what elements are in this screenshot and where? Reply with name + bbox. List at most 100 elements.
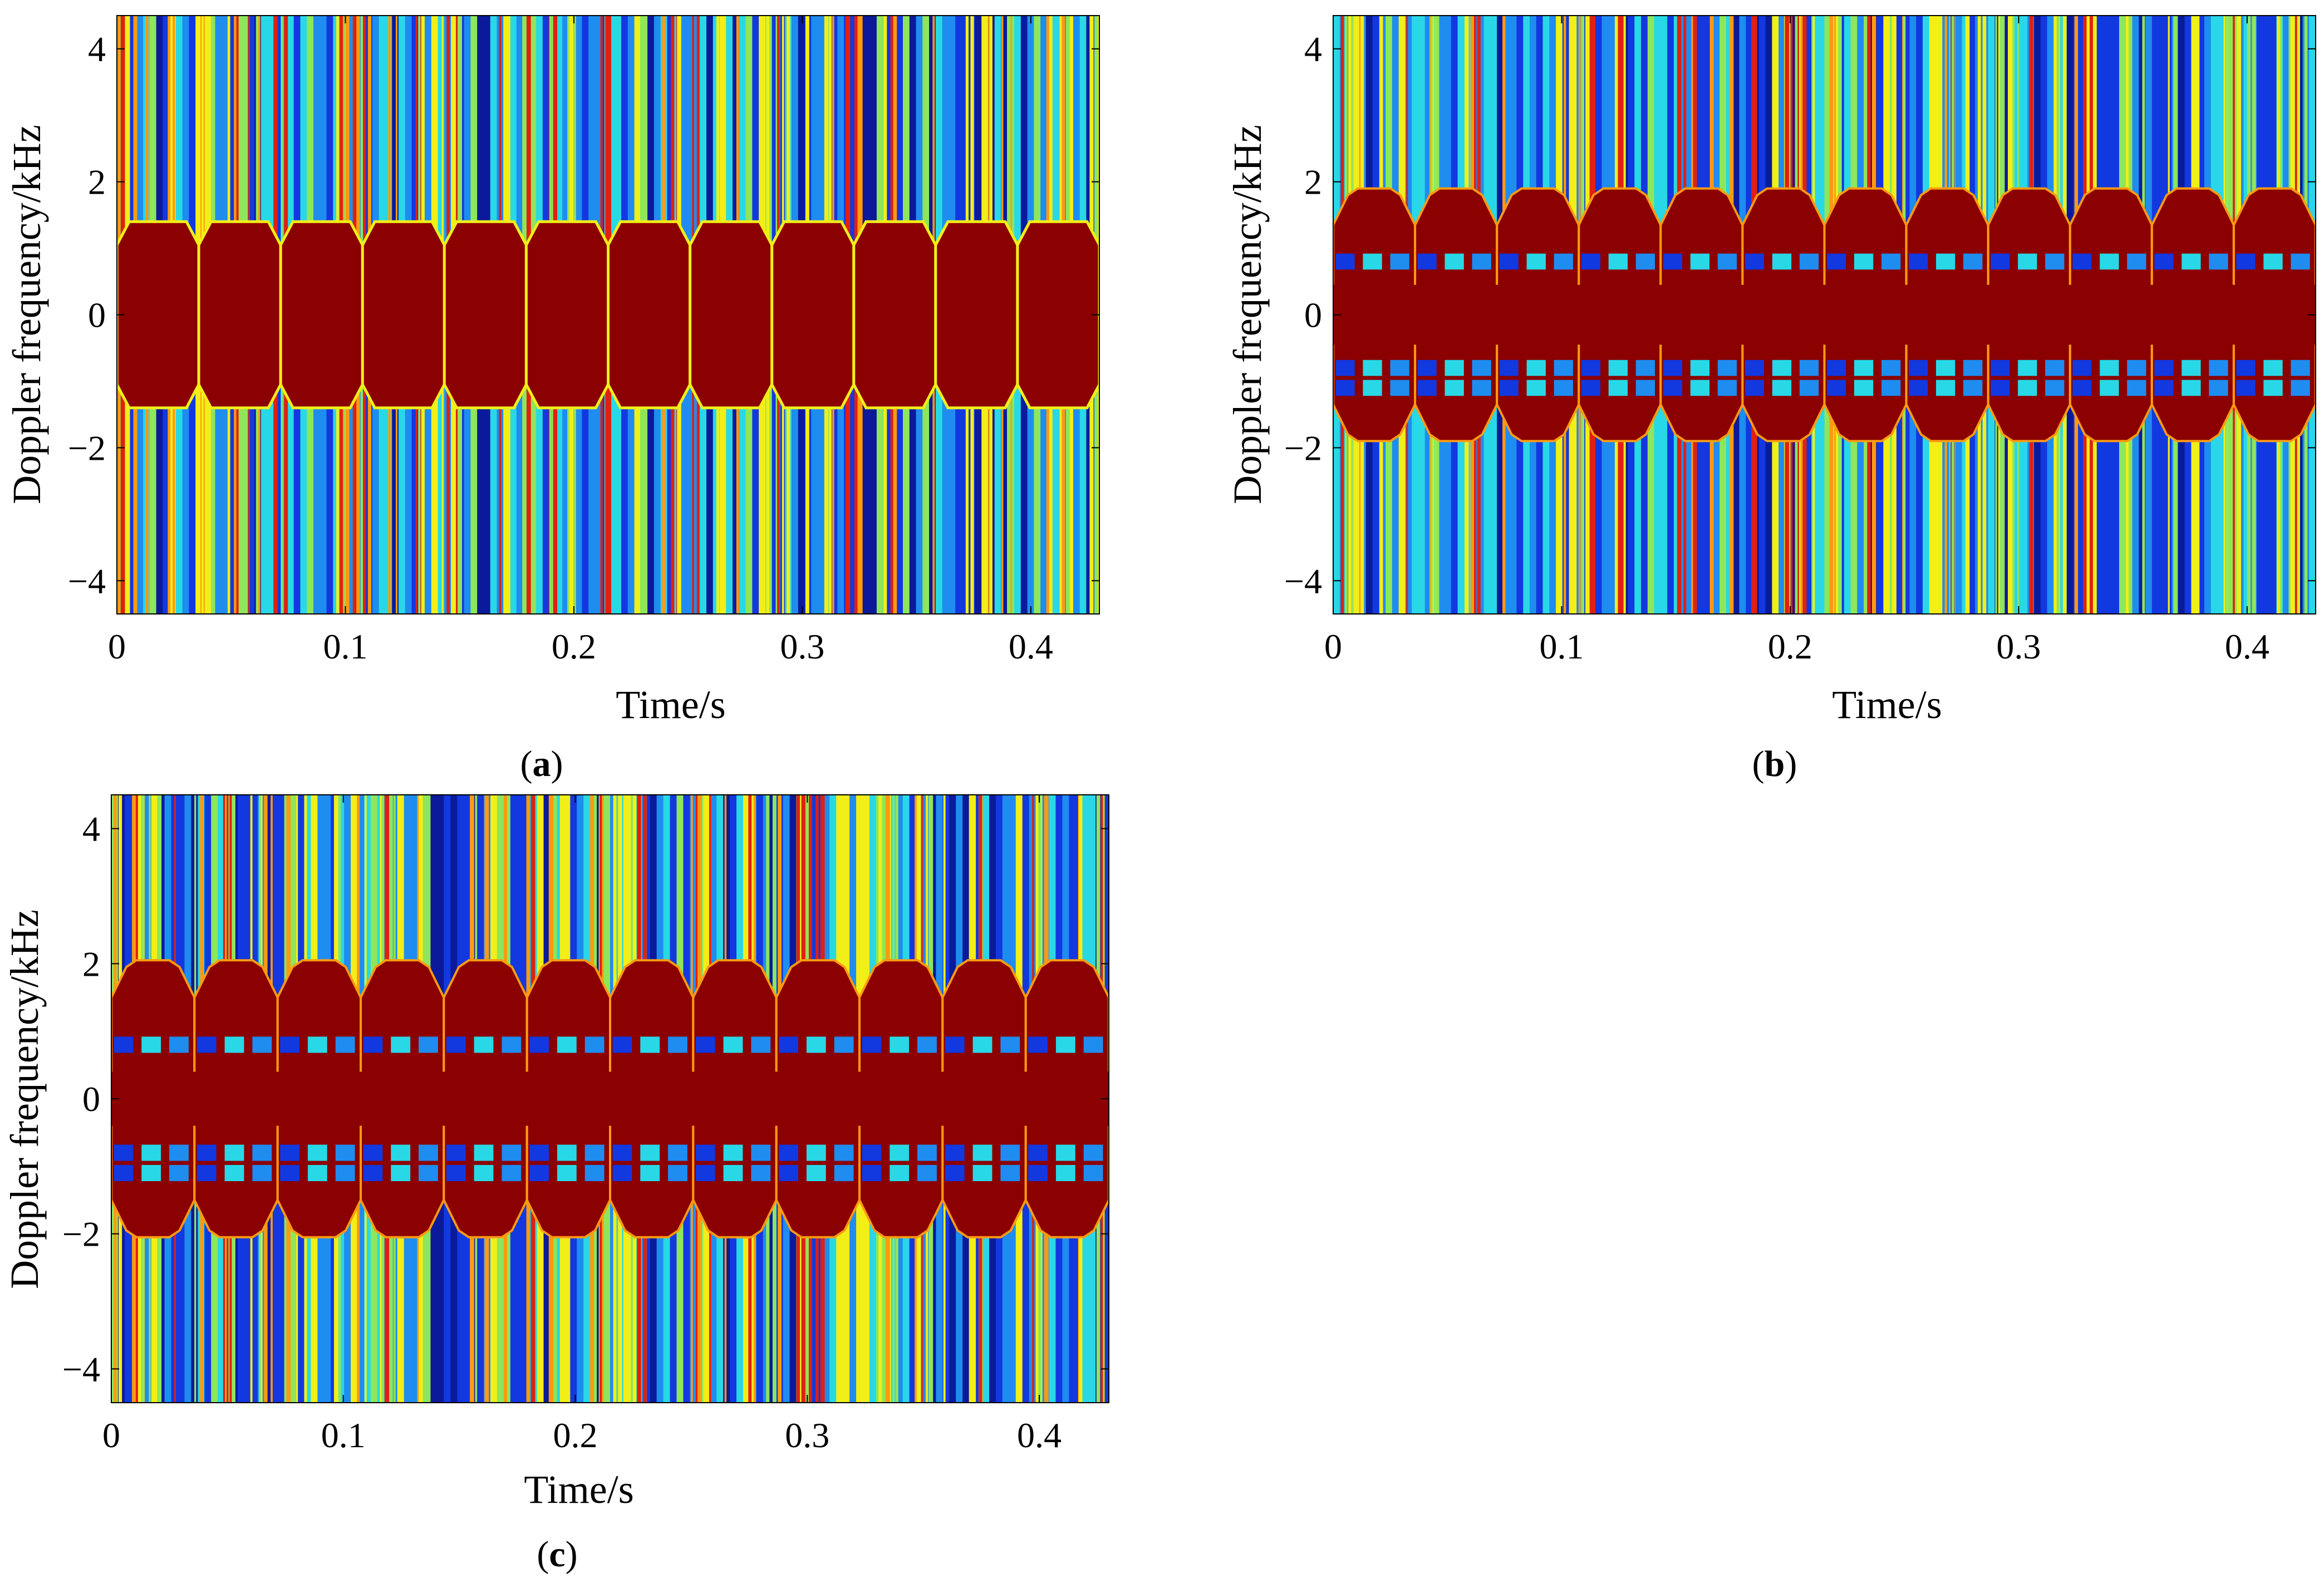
inner-band-cell	[1499, 380, 1519, 396]
inner-band-cell	[1854, 380, 1874, 396]
inner-band-cell	[584, 1144, 605, 1161]
inner-band-cell	[779, 1144, 798, 1161]
inner-band-cell	[224, 1144, 244, 1161]
inner-band-cell	[584, 1036, 605, 1053]
inner-band-cell	[1991, 380, 2010, 396]
inner-band-cell	[141, 1144, 161, 1161]
inner-band-cell	[252, 1164, 272, 1182]
inner-band-cell	[1335, 360, 1355, 376]
inner-band-cell	[806, 1144, 826, 1161]
x-tick-label: 0	[1324, 627, 1342, 666]
x-tick-label: 0.4	[1017, 1415, 1062, 1455]
outer-band-lobe	[524, 220, 610, 410]
inner-band-cell	[862, 1144, 882, 1161]
inner-band-cell	[1581, 360, 1600, 376]
inner-band-cell	[1390, 253, 1409, 270]
inner-band-cell	[1936, 253, 1955, 270]
inner-band-cell	[695, 1164, 715, 1182]
inner-band-cell	[1335, 253, 1355, 270]
inner-band-cell	[1772, 360, 1792, 376]
inner-band-cell	[1635, 360, 1655, 376]
inner-band-cell	[419, 1164, 438, 1182]
inner-band-cell	[1635, 380, 1655, 396]
inner-band-cell	[945, 1144, 965, 1161]
x-tick-label: 0	[102, 1415, 120, 1455]
inner-band-cell	[169, 1036, 189, 1053]
inner-band-cell	[1028, 1144, 1048, 1161]
inner-band-cell	[280, 1144, 299, 1161]
inner-band-cell	[1745, 253, 1765, 270]
inner-band-cell	[252, 1036, 272, 1053]
outer-band-lobe	[197, 220, 282, 410]
inner-band-cell	[779, 1036, 798, 1053]
inner-band-cell	[1663, 253, 1683, 270]
inner-band-cell	[1717, 380, 1737, 396]
inner-band-cell	[2100, 360, 2119, 376]
inner-band-cell	[806, 1036, 826, 1053]
inner-band-cell	[141, 1164, 161, 1182]
inner-band-cell	[834, 1036, 854, 1053]
inner-band-cell	[419, 1036, 438, 1053]
inner-band-cell	[2154, 360, 2174, 376]
inner-band-cell	[1363, 360, 1382, 376]
inner-band-cell	[1772, 253, 1792, 270]
inner-band-cell	[2291, 360, 2310, 376]
inner-band-cell	[2127, 380, 2146, 396]
y-ticks-b: 4 2 0 −2 −4	[1284, 30, 2316, 601]
inner-band-cell	[529, 1036, 549, 1053]
inner-band-cell	[2154, 380, 2174, 396]
inner-band-cell	[1028, 1036, 1048, 1053]
inner-band-cell	[1963, 380, 1983, 396]
inner-band-cell	[1417, 380, 1437, 396]
inner-band-cell	[2072, 380, 2092, 396]
inner-band-cell	[695, 1144, 715, 1161]
y-tick-label: −2	[62, 1215, 100, 1254]
inner-band-cell	[141, 1036, 161, 1053]
inner-band-cell	[363, 1144, 383, 1161]
outer-band-lobe	[361, 220, 446, 410]
x-tick-label: 0.1	[321, 1415, 366, 1455]
inner-band-cell	[1390, 360, 1409, 376]
caption-b: (b)	[1752, 744, 1797, 784]
y-tick-label: 4	[82, 809, 100, 849]
inner-band-cell	[2072, 360, 2092, 376]
inner-band-cell	[1554, 380, 1573, 396]
outer-band-lobe	[934, 220, 1019, 410]
inner-band-cell	[1663, 380, 1683, 396]
inner-band-cell	[834, 1164, 854, 1182]
inner-band-cell	[1028, 1164, 1048, 1182]
inner-band-cell	[169, 1164, 189, 1182]
inner-band-cell	[1444, 360, 1464, 376]
inner-band-cell	[1608, 380, 1628, 396]
inner-band-cell	[557, 1036, 577, 1053]
inner-band-cell	[917, 1144, 937, 1161]
inner-band-cell	[224, 1164, 244, 1182]
y-tick-label: −4	[1284, 561, 1322, 601]
inner-band-cell	[1826, 380, 1846, 396]
inner-band-cell	[612, 1036, 632, 1053]
core-band	[1333, 284, 2316, 345]
inner-band-cell	[1083, 1036, 1103, 1053]
inner-band-cell	[2127, 253, 2146, 270]
inner-band-cell	[890, 1164, 910, 1182]
inner-band-cell	[1055, 1036, 1075, 1053]
x-tick-label: 0.1	[323, 627, 367, 666]
inner-band-cell	[2100, 253, 2119, 270]
spectrogram-panel-a: 4 2 0 −2 −4 0 0.1 0.2 0.3 0.4 Time/s Doppler fre…	[4, 15, 1100, 727]
inner-band-cell	[862, 1036, 882, 1053]
y-tick-label: 4	[1304, 30, 1322, 69]
inner-band-cell	[280, 1164, 299, 1182]
inner-band-cell	[2181, 360, 2201, 376]
x-tick-label: 0.3	[785, 1415, 829, 1455]
inner-band-cell	[196, 1164, 217, 1182]
inner-band-cell	[196, 1144, 217, 1161]
inner-band-cell	[1745, 360, 1765, 376]
inner-band-cell	[723, 1164, 743, 1182]
y-tick-label: −2	[1284, 428, 1322, 468]
inner-band-cell	[1717, 253, 1737, 270]
inner-band-cell	[2018, 253, 2037, 270]
x-ticks-a: 0 0.1 0.2 0.3 0.4	[108, 16, 1053, 666]
x-tick-label: 0	[108, 627, 126, 666]
inner-band-cell	[502, 1164, 522, 1182]
y-tick-label: −2	[68, 428, 106, 468]
